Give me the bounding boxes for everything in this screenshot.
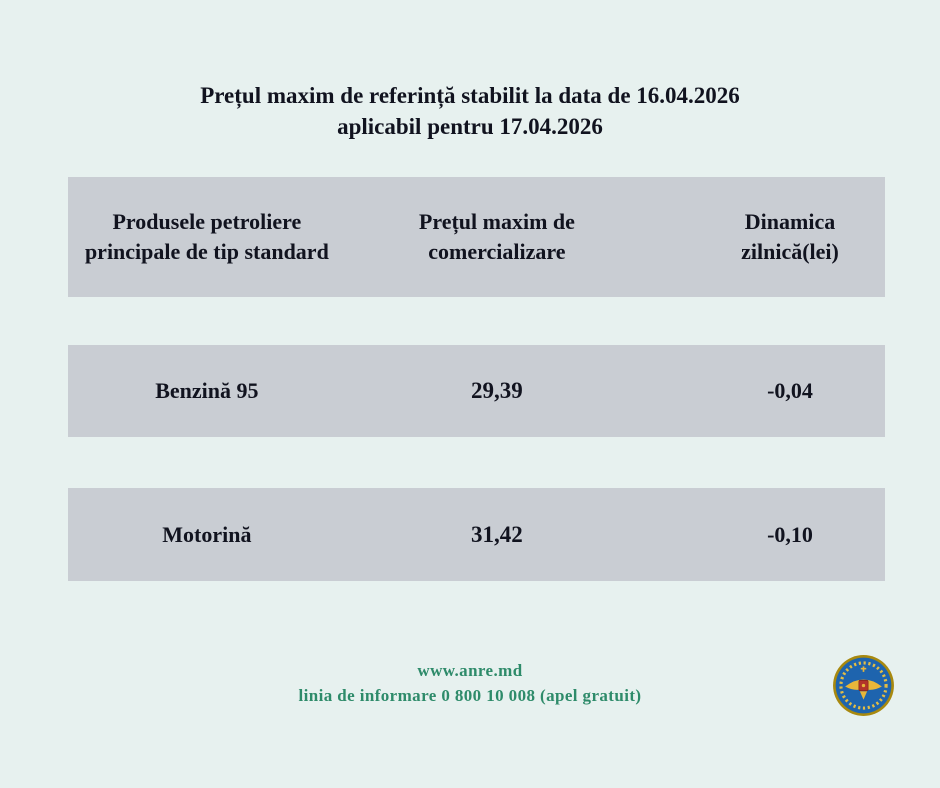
- product-daily-dynamic: -0,10: [767, 521, 813, 547]
- coat-of-arms-eagle-tail: [859, 691, 868, 700]
- title-line-2: aplicabil pentru 17.04.2026: [337, 114, 603, 139]
- table-row: Motorină 31,42 -0,10: [68, 488, 885, 581]
- footer: www.anre.md linia de informare 0 800 10 …: [0, 658, 940, 708]
- seal-circular-text: [839, 661, 888, 710]
- coat-of-arms-shield-emblem: [861, 683, 866, 688]
- product-daily-dynamic: -0,04: [767, 378, 813, 403]
- product-name: Motorină: [162, 521, 252, 547]
- coat-of-arms-cross-horizontal: [860, 667, 867, 670]
- table-row: Benzină 95 29,39 -0,04: [68, 345, 885, 437]
- title-line-1: Prețul maxim de referință stabilit la da…: [200, 83, 740, 108]
- header-max-price-column: Prețul maxim de comercializare: [418, 209, 575, 264]
- header-daily-dynamic-column: Dinamica zilnică(lei): [741, 209, 839, 264]
- table-header-row: Produsele petroliere principale de tip s…: [68, 177, 885, 297]
- footer-info-line: linia de informare 0 800 10 008 (apel gr…: [298, 686, 642, 705]
- product-name: Benzină 95: [155, 378, 259, 403]
- page-title: Prețul maxim de referință stabilit la da…: [0, 80, 940, 142]
- footer-website: www.anre.md: [417, 661, 523, 680]
- product-price: 31,42: [471, 521, 523, 547]
- moldova-state-seal-icon: [833, 655, 894, 716]
- product-price: 29,39: [471, 378, 523, 403]
- header-products-column: Produsele petroliere principale de tip s…: [84, 209, 329, 264]
